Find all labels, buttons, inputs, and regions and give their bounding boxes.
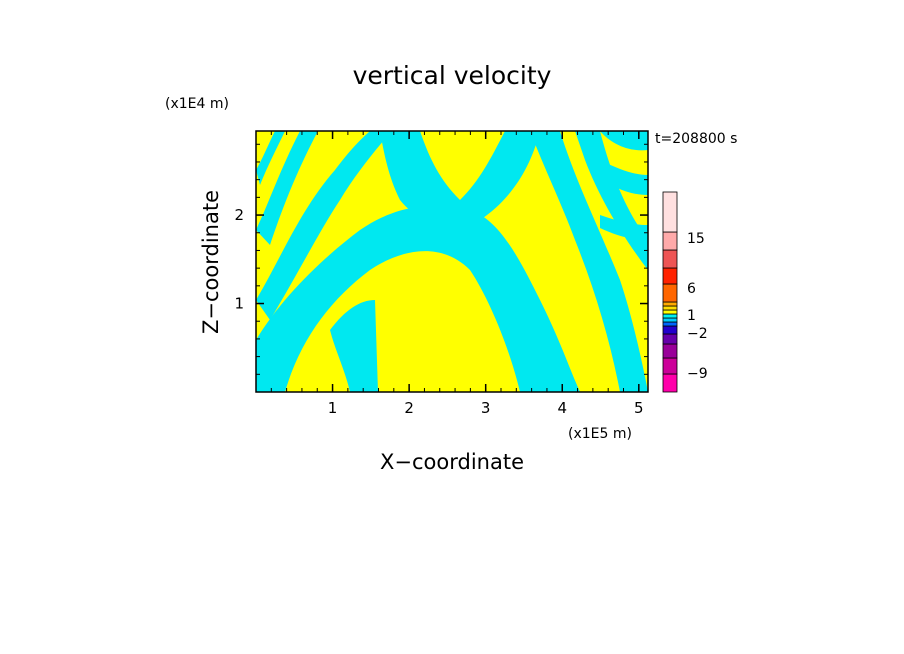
y-tick-label: 1 [234,295,244,313]
x-tick-label: 2 [404,399,414,417]
y-axis-label: Z−coordinate [199,190,223,334]
colorbar-segment [662,357,678,375]
x-tick-label: 4 [557,399,567,417]
colorbar-tick-label: 15 [687,231,705,247]
negative-region-9 [330,300,378,392]
x-scale-label: (x1E5 m) [568,426,632,442]
colorbar-segment [662,301,678,307]
colorbar-segment [662,343,678,359]
colorbar-labels: 15 6 1 −2 −9 [687,231,708,382]
colorbar-segment [662,317,678,323]
x-axis-ticks: 1 2 3 4 5 [270,131,644,417]
negative-region-4 [530,131,648,392]
colorbar-segment [662,333,678,345]
plot-field [256,131,648,392]
colorbar [662,191,678,393]
negative-region-2 [256,206,580,392]
colorbar-segment [662,305,678,311]
negative-region-3 [380,131,540,225]
x-tick-label: 5 [634,399,644,417]
colorbar-tick-label: −9 [687,366,708,382]
time-label: t=208800 s [655,131,737,147]
plot-frame [255,130,649,393]
colorbar-segment [662,325,678,335]
x-axis-label: X−coordinate [380,450,524,474]
colorbar-segment [662,283,678,303]
colorbar-tick-label: −2 [687,326,708,342]
negative-region-7 [600,215,648,240]
colorbar-segment [662,309,678,315]
x-tick-label: 1 [328,399,338,417]
colorbar-segment [662,267,678,285]
colorbar-segment [662,313,678,319]
chart-title: vertical velocity [353,61,552,90]
negative-region-8 [256,131,285,185]
x-tick-label: 3 [481,399,491,417]
colorbar-segment [662,321,678,327]
field-background [256,131,648,392]
negative-region-10 [600,131,648,151]
colorbar-tick-label: 6 [687,281,696,297]
y-tick-label: 2 [234,206,244,224]
negative-region-6 [600,160,648,195]
y-scale-label: (x1E4 m) [165,96,229,112]
colorbar-segment [662,191,678,233]
colorbar-segment [662,249,678,269]
colorbar-tick-label: 1 [687,308,696,324]
negative-region-0 [256,131,318,245]
negative-velocity-regions [256,131,648,392]
y-axis-ticks: 12 [234,143,648,375]
negative-region-1 [256,131,392,320]
colorbar-segment [662,231,678,251]
colorbar-segment [662,373,678,393]
